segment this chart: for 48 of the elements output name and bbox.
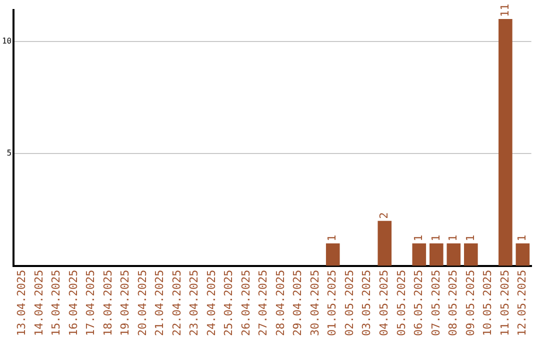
x-tick-label: 13.04.2025 — [15, 270, 28, 336]
x-tick-label: 27.04.2025 — [256, 270, 270, 336]
x-tick-label: 03.05.2025 — [360, 270, 374, 336]
x-tick-label: 14.04.2025 — [32, 270, 46, 336]
x-tick-label: 09.05.2025 — [464, 270, 477, 336]
x-tick-label: 25.04.2025 — [222, 270, 236, 336]
data-label: 1 — [412, 234, 426, 242]
bar — [516, 243, 530, 266]
x-tick-label: 10.05.2025 — [481, 270, 494, 336]
x-tick-label: 05.05.2025 — [394, 270, 408, 336]
x-tick-label: 24.04.2025 — [204, 270, 218, 336]
x-tick-label: 18.04.2025 — [101, 270, 114, 336]
x-tick-label: 12.05.2025 — [516, 270, 529, 336]
bar — [498, 18, 512, 266]
bar — [326, 243, 340, 266]
data-label: 1 — [464, 234, 477, 242]
x-tick-label: 28.04.2025 — [274, 270, 287, 336]
x-tick-label: 06.05.2025 — [412, 270, 426, 336]
x-tick-label: 11.05.2025 — [498, 270, 512, 336]
bar — [430, 243, 444, 266]
data-label: 1 — [326, 234, 339, 242]
x-tick-label: 23.04.2025 — [188, 270, 201, 336]
x-tick-label: 26.04.2025 — [239, 270, 252, 336]
bar — [412, 243, 426, 266]
x-tick-label: 16.04.2025 — [66, 270, 80, 336]
data-label: 1 — [429, 234, 442, 242]
y-tick-label: 10 — [2, 36, 12, 46]
bar — [464, 243, 478, 266]
x-tick-label: 04.05.2025 — [377, 270, 390, 336]
y-tick-label: 5 — [6, 148, 12, 158]
x-tick-label: 17.04.2025 — [84, 270, 98, 336]
x-tick-label: 20.04.2025 — [136, 270, 149, 336]
bar — [446, 243, 461, 266]
x-tick-label: 02.05.2025 — [342, 270, 356, 336]
data-label: 11 — [498, 4, 512, 17]
x-tick-label: 15.04.2025 — [50, 270, 63, 336]
data-label: 1 — [516, 234, 529, 242]
x-tick-label: 07.05.2025 — [429, 270, 442, 336]
x-tick-label: 22.04.2025 — [170, 270, 184, 336]
x-tick-label: 01.05.2025 — [326, 270, 339, 336]
data-label: 1 — [446, 234, 460, 242]
x-tick-label: 30.04.2025 — [308, 270, 322, 336]
x-tick-label: 19.04.2025 — [118, 270, 132, 336]
x-tick-label: 29.04.2025 — [291, 270, 304, 336]
data-label: 2 — [377, 212, 390, 219]
x-tick-label: 08.05.2025 — [446, 270, 460, 336]
x-tick-label: 21.04.2025 — [153, 270, 166, 336]
bar — [378, 220, 392, 266]
